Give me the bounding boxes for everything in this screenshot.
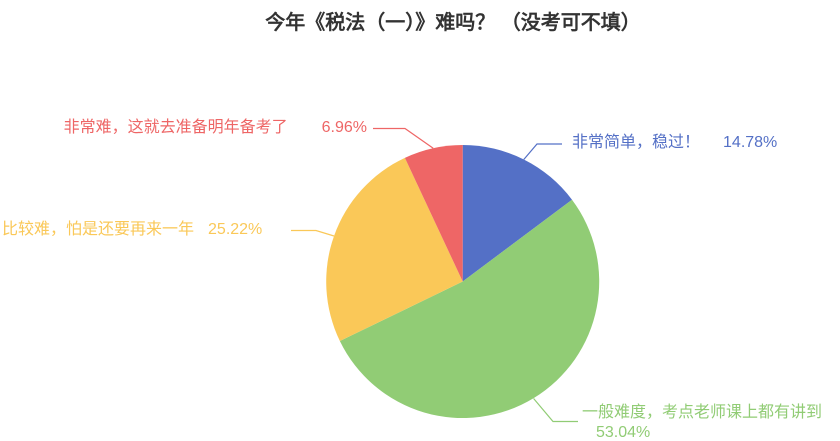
slice-label-text: 一般难度，考点老师课上都有讲到 [582, 404, 823, 421]
pie-slice-1[interactable] [339, 199, 600, 419]
pie-slice-2[interactable] [326, 157, 463, 342]
slice-label-very-hard: 非常难，这就去准备明年备考了 6.96% [64, 118, 367, 138]
slice-percent-text: 53.04% [596, 424, 651, 441]
label-leader-line [523, 143, 562, 160]
slice-label-normal: 一般难度，考点老师课上都有讲到 53.04% [582, 403, 822, 441]
label-leader-line [291, 229, 335, 237]
slice-label-very-easy: 非常简单，稳过！ 14.78% [572, 133, 777, 153]
chart-title: 今年《税法（一）》难吗？ （没考可不填） [265, 12, 641, 34]
pie-slice-3[interactable] [404, 145, 463, 282]
slice-label-text: 比较难，怕是还要再来一年 [2, 221, 195, 238]
slice-percent-text: 6.96% [321, 119, 367, 136]
slice-label-text: 非常简单，稳过！ [572, 134, 701, 151]
slice-label-text: 非常难，这就去准备明年备考了 [63, 119, 288, 136]
label-leader-line [533, 398, 578, 423]
slice-label-fairly-hard: 比较难，怕是还要再来一年 25.22% [2, 220, 262, 240]
label-leader-line [373, 127, 434, 149]
pie-slice-0[interactable] [462, 145, 573, 282]
slice-percent-text: 25.22% [208, 221, 263, 238]
slice-percent-text: 14.78% [723, 134, 778, 151]
